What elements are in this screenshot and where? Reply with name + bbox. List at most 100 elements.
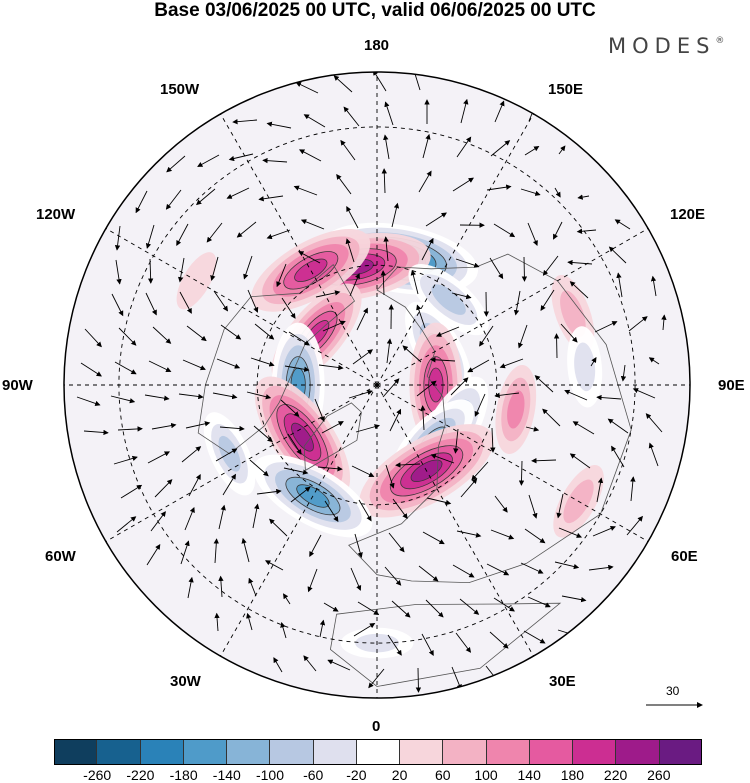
wind-vector xyxy=(280,399,300,417)
wind-vector xyxy=(661,314,667,331)
wind-vector xyxy=(281,297,296,319)
colorbar-swatch xyxy=(616,739,660,765)
wind-vector xyxy=(471,461,489,481)
wind-vector xyxy=(346,206,359,229)
wind-vector xyxy=(592,525,616,537)
lon-label-0: 0 xyxy=(372,718,381,735)
wind-vector xyxy=(256,488,282,495)
wind-vector xyxy=(210,256,219,281)
wind-vector xyxy=(558,145,566,155)
wind-vector xyxy=(220,324,242,340)
wind-vector xyxy=(425,599,444,618)
wind-vector xyxy=(290,486,311,503)
map-title: Base 03/06/2025 00 UTC, valid 06/06/2025… xyxy=(154,0,596,21)
colorbar-swatch xyxy=(313,739,357,765)
anomaly-cell xyxy=(495,364,537,454)
wind-vector xyxy=(418,565,439,582)
wind-vector xyxy=(214,612,220,632)
wind-vector xyxy=(607,418,629,434)
wind-vector xyxy=(114,225,121,251)
wind-vector xyxy=(513,290,521,316)
wind-vector xyxy=(322,320,346,332)
wind-vector xyxy=(460,478,478,498)
lon-label-150e: 150E xyxy=(548,81,584,98)
wind-vector xyxy=(213,290,229,312)
wind-vector xyxy=(553,333,560,359)
wind-vector xyxy=(411,72,421,91)
wind-vector xyxy=(197,154,220,167)
wind-vector xyxy=(186,325,207,342)
wind-vector xyxy=(252,503,260,529)
wind-vector xyxy=(243,255,253,280)
wind-vector xyxy=(628,316,648,332)
wind-vector xyxy=(327,659,351,671)
wind-vector xyxy=(178,393,204,400)
coastline xyxy=(348,253,632,584)
wind-vector xyxy=(348,389,373,399)
wind-vector xyxy=(384,566,402,586)
wind-vector xyxy=(418,170,432,193)
wind-vector xyxy=(572,421,595,435)
anomaly-contour xyxy=(431,284,466,315)
wind-vector xyxy=(650,275,657,297)
wind-vector xyxy=(382,378,400,398)
wind-vector xyxy=(425,212,447,227)
colorbar-tick-label: 60 xyxy=(435,767,451,783)
lon-label-150w: 150W xyxy=(160,81,200,98)
wind-vector xyxy=(626,515,643,536)
wind-vector xyxy=(410,269,419,295)
wind-vector xyxy=(295,82,319,94)
wind-vector xyxy=(385,464,395,489)
colorbar-tick-label: 100 xyxy=(474,767,498,783)
wind-vector xyxy=(525,426,540,432)
wind-vector xyxy=(241,537,250,563)
wind-vector xyxy=(111,293,124,317)
colorbar-tick-label: 180 xyxy=(560,767,585,783)
wind-vector xyxy=(182,359,206,371)
wind-vector xyxy=(196,188,216,206)
anomaly-cell xyxy=(408,264,489,336)
coastlines xyxy=(197,253,632,687)
wind-vector xyxy=(632,388,656,399)
colorbar-swatch xyxy=(183,739,228,765)
wind-vector xyxy=(455,632,472,653)
wind-vector xyxy=(486,184,512,191)
wind-vector xyxy=(266,229,291,240)
wind-vector xyxy=(467,359,490,373)
wind-vector xyxy=(187,576,194,599)
wind-vector xyxy=(314,398,325,423)
wind-vector xyxy=(453,428,459,454)
wind-vector xyxy=(318,364,344,371)
wind-vector xyxy=(323,602,339,612)
wind-vector xyxy=(151,422,177,430)
wind-vector xyxy=(165,189,182,210)
wind-vector xyxy=(388,532,405,553)
colorbar-tick-label: -220 xyxy=(126,767,155,783)
wind-vector xyxy=(630,476,636,502)
colorbar-tick-label: -20 xyxy=(346,767,367,783)
lon-label-180: 180 xyxy=(364,37,390,54)
anomaly-contour xyxy=(507,390,525,429)
wind-vector xyxy=(228,153,254,162)
lon-label-30e: 30E xyxy=(549,673,576,690)
wind-vector xyxy=(144,394,170,401)
wind-vector xyxy=(493,223,516,238)
wind-vector xyxy=(333,75,353,93)
wind-vector xyxy=(616,272,623,298)
colorbar-swatch xyxy=(486,739,530,765)
colorbar-swatch xyxy=(54,739,98,765)
wind-vector xyxy=(284,365,310,372)
colorbar-tick-label: -60 xyxy=(303,767,324,783)
wind-vector xyxy=(355,424,380,433)
colorbar-tick-label: 20 xyxy=(391,767,408,783)
wind-vector xyxy=(266,121,292,129)
wind-vector xyxy=(455,258,480,268)
lon-label-90e: 90E xyxy=(718,377,745,394)
wind-vector xyxy=(114,361,137,375)
wind-vector xyxy=(349,272,360,297)
wind-vector xyxy=(416,304,426,329)
wind-vector xyxy=(588,564,614,571)
wind-vector xyxy=(120,484,143,499)
wind-vector xyxy=(280,622,287,639)
wind-vectors xyxy=(76,72,667,693)
